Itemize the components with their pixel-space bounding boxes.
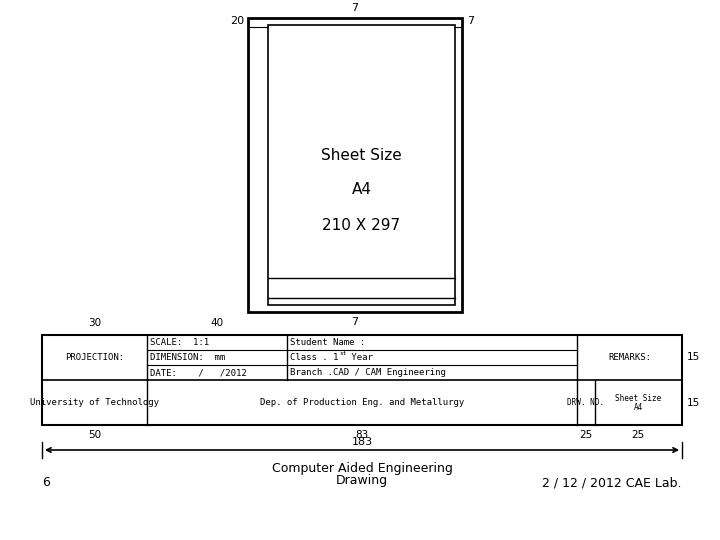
Bar [42,335,682,425]
Text: 7: 7 [351,3,359,13]
Text: Class . 1: Class . 1 [290,353,338,362]
Text: A4: A4 [634,403,643,412]
Text: 7: 7 [467,17,474,26]
Text: 30: 30 [88,318,101,328]
Text: Sheet Size: Sheet Size [321,147,402,163]
Bar [248,18,462,312]
Text: DIMENSION:  mm: DIMENSION: mm [150,353,225,362]
Text: 25: 25 [579,430,593,440]
Text: 2 / 12 / 2012 CAE Lab.: 2 / 12 / 2012 CAE Lab. [542,476,682,489]
Text: 15: 15 [687,353,701,362]
Text: 83: 83 [356,430,369,440]
Text: 183: 183 [351,437,372,447]
Text: PROJECTION:: PROJECTION: [65,353,124,362]
Text: Sheet Size: Sheet Size [615,394,662,403]
Text: University of Technology: University of Technology [30,398,159,407]
Text: 20: 20 [230,17,244,26]
Text: st: st [340,351,347,356]
Text: Dep. of Production Eng. and Metallurgy: Dep. of Production Eng. and Metallurgy [260,398,464,407]
Bar [268,25,455,305]
Text: DATE:    /   /2012: DATE: / /2012 [150,368,247,377]
Text: 7: 7 [351,317,359,327]
Text: 6: 6 [42,476,50,489]
Text: Computer Aided Engineering: Computer Aided Engineering [271,462,452,475]
Text: A4: A4 [351,183,372,198]
Text: SCALE:  1:1: SCALE: 1:1 [150,338,209,347]
Text: 50: 50 [88,430,101,440]
Text: 15: 15 [687,397,701,408]
Text: Student Name :: Student Name : [290,338,365,347]
Text: Branch .CAD / CAM Engineering: Branch .CAD / CAM Engineering [290,368,446,377]
Text: 25: 25 [631,430,645,440]
Text: DRW. NO.: DRW. NO. [567,398,604,407]
Text: REMARKS:: REMARKS: [608,353,651,362]
Text: Year: Year [346,353,373,362]
Text: 40: 40 [210,318,223,328]
Text: Drawing: Drawing [336,474,388,487]
Text: 210 X 297: 210 X 297 [323,218,400,233]
